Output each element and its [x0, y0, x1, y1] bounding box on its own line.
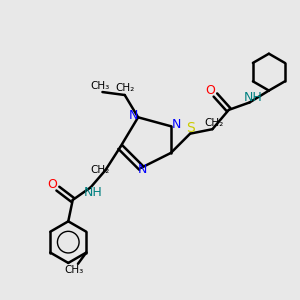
Text: N: N — [129, 109, 138, 122]
Text: O: O — [205, 84, 215, 98]
Text: NH: NH — [84, 186, 102, 199]
Text: CH₂: CH₂ — [204, 118, 224, 128]
Text: CH₂: CH₂ — [90, 165, 110, 175]
Text: NH: NH — [244, 91, 262, 103]
Text: CH₃: CH₃ — [90, 80, 110, 91]
Text: N: N — [138, 163, 147, 176]
Text: CH₃: CH₃ — [65, 265, 84, 275]
Text: S: S — [186, 121, 195, 135]
Text: O: O — [47, 178, 57, 191]
Text: CH₂: CH₂ — [115, 83, 134, 94]
Text: N: N — [172, 118, 181, 131]
